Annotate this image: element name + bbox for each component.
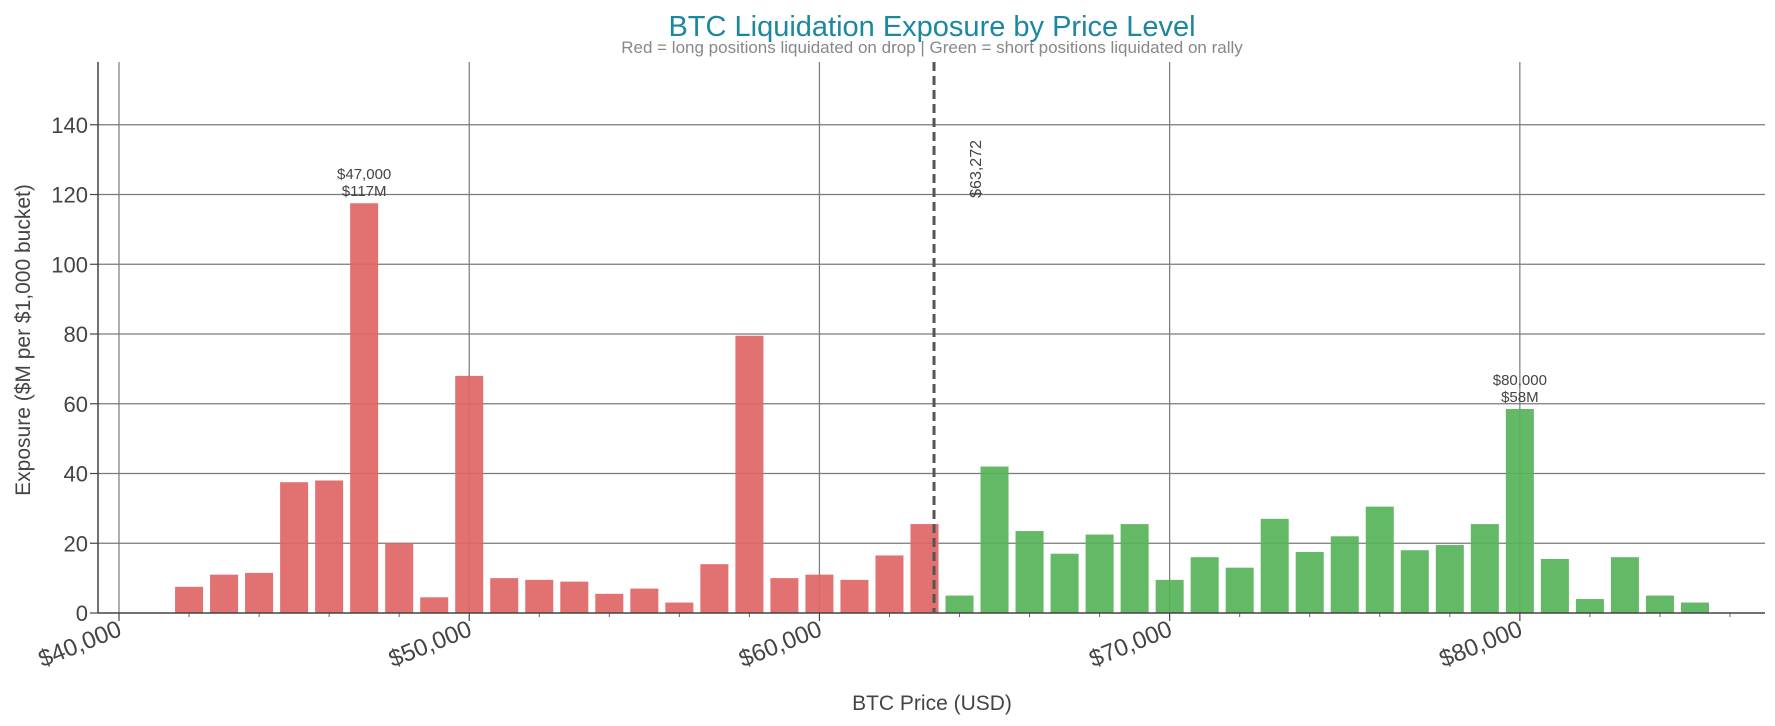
short-liquidation-bar xyxy=(1610,557,1639,613)
short-liquidation-bar xyxy=(980,466,1009,613)
short-liquidation-bar xyxy=(1050,553,1079,613)
short-liquidation-bar xyxy=(1085,534,1114,613)
chart-title: BTC Liquidation Exposure by Price Level xyxy=(668,11,1195,43)
short-liquidation-bar xyxy=(1505,408,1534,613)
short-liquidation-bar xyxy=(1225,567,1254,613)
short-liquidation-bar xyxy=(1680,602,1709,613)
y-tick-label: 140 xyxy=(51,113,88,138)
y-tick-label: 100 xyxy=(51,252,88,277)
short-liquidation-bar xyxy=(1155,579,1184,613)
long-liquidation-bar xyxy=(315,480,344,613)
short-liquidation-bar xyxy=(1190,557,1219,613)
chart-subtitle: Red = long positions liquidated on drop … xyxy=(621,38,1243,57)
short-liquidation-bar xyxy=(1575,599,1604,613)
current-price-label: $63,272 xyxy=(968,140,985,198)
long-liquidation-bar xyxy=(245,572,274,613)
long-liquidation-bar xyxy=(525,579,554,613)
long-liquidation-bar xyxy=(490,578,519,613)
short-liquidation-bar xyxy=(1365,506,1394,613)
y-tick-label: 0 xyxy=(76,601,88,626)
x-tick-label: $50,000 xyxy=(385,616,476,674)
long-liquidation-bar xyxy=(595,593,624,613)
long-liquidation-bar xyxy=(665,602,694,613)
x-tick-label: $60,000 xyxy=(735,616,826,674)
long-liquidation-bar xyxy=(210,574,239,613)
short-liquidation-bar xyxy=(1645,595,1674,613)
short-liquidation-bar xyxy=(1120,524,1149,613)
long-liquidation-bar xyxy=(875,555,904,613)
short-liquidation-bar xyxy=(1330,536,1359,613)
short-liquidation-bar xyxy=(1435,544,1464,613)
peak-annotation-value: $58M xyxy=(1501,389,1539,406)
long-liquidation-bar xyxy=(560,581,589,613)
long-liquidation-bar xyxy=(455,375,484,613)
y-tick-label: 120 xyxy=(51,183,88,208)
bars xyxy=(175,203,1709,613)
long-liquidation-bar xyxy=(175,586,204,613)
y-tick-label: 60 xyxy=(64,392,88,417)
y-tick-label: 20 xyxy=(64,531,88,556)
short-liquidation-bar xyxy=(1400,550,1429,613)
short-liquidation-bar xyxy=(1295,551,1324,613)
long-liquidation-bar xyxy=(840,579,869,613)
long-liquidation-bar xyxy=(420,597,449,613)
short-liquidation-bar xyxy=(1540,558,1569,613)
x-tick-label: $80,000 xyxy=(1436,616,1527,674)
long-liquidation-bar xyxy=(280,482,309,613)
long-liquidation-bar xyxy=(385,543,414,613)
x-tick-label: $70,000 xyxy=(1085,616,1176,674)
long-liquidation-bar xyxy=(735,335,764,613)
short-liquidation-bar xyxy=(1015,531,1044,613)
y-axis-label: Exposure ($M per $1,000 bucket) xyxy=(12,184,35,496)
peak-annotation-price: $47,000 xyxy=(337,166,391,183)
short-liquidation-bar xyxy=(945,595,974,613)
current-price-marker: $63,272 xyxy=(932,62,985,613)
long-liquidation-bar xyxy=(630,588,659,613)
peak-annotation-value: $117M xyxy=(342,183,387,200)
axes xyxy=(90,62,1765,621)
y-tick-label: 40 xyxy=(64,462,88,487)
x-axis-label: BTC Price (USD) xyxy=(852,692,1012,715)
long-liquidation-bar xyxy=(350,203,379,613)
y-tick-label: 80 xyxy=(64,322,88,347)
long-liquidation-bar xyxy=(805,574,834,613)
short-liquidation-bar xyxy=(1470,524,1499,613)
short-liquidation-bar xyxy=(1260,518,1289,613)
long-liquidation-bar xyxy=(770,578,799,613)
annotations: $47,000$117M $80,000$58M xyxy=(337,166,1547,406)
long-liquidation-bar xyxy=(700,564,729,613)
peak-annotation-price: $80,000 xyxy=(1493,372,1547,389)
